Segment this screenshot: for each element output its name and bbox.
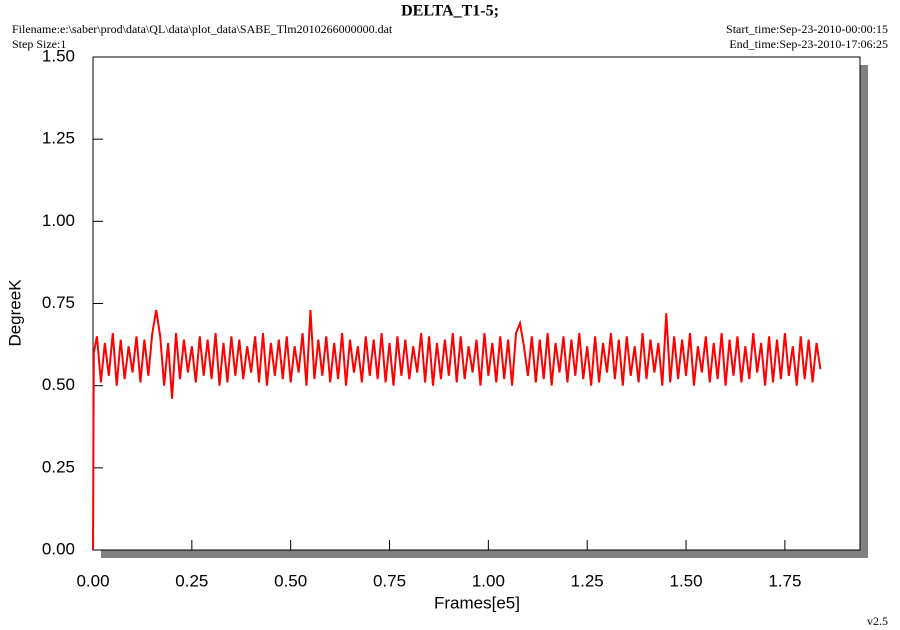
data-line bbox=[92, 309, 822, 551]
x-tick-label: 0.25 bbox=[175, 571, 208, 590]
start-time: Start_time:Sep-23-2010-00:00:15 bbox=[726, 22, 888, 36]
x-tick-label: 1.25 bbox=[571, 571, 604, 590]
x-tick-label: 1.75 bbox=[768, 571, 801, 590]
x-tick-label: 0.00 bbox=[76, 571, 109, 590]
x-tick-label: 1.50 bbox=[669, 571, 702, 590]
x-tick-label: 1.00 bbox=[472, 571, 505, 590]
x-tick-label: 0.50 bbox=[274, 571, 307, 590]
y-tick-label: 0.00 bbox=[42, 539, 75, 558]
y-tick-label: 0.25 bbox=[42, 457, 75, 476]
step-size: Step Size:1 bbox=[12, 37, 66, 51]
chart-title: DELTA_T1-5; bbox=[401, 3, 499, 20]
y-tick-label: 1.25 bbox=[42, 129, 75, 148]
end-time: End_time:Sep-23-2010-17:06:25 bbox=[729, 37, 888, 51]
filename: Filename:e:\saber\prod\data\QL\data\plot… bbox=[12, 22, 393, 36]
y-tick-label: 0.75 bbox=[42, 293, 75, 312]
y-tick-label: 1.50 bbox=[42, 46, 75, 65]
x-tick-label: 0.75 bbox=[373, 571, 406, 590]
version: v2.5 bbox=[867, 614, 888, 628]
y-tick-label: 0.50 bbox=[42, 375, 75, 394]
y-axis-label: DegreeK bbox=[5, 279, 24, 347]
y-tick-label: 1.00 bbox=[42, 211, 75, 230]
plot-frame bbox=[92, 56, 861, 551]
x-axis-label: Frames[e5] bbox=[434, 593, 520, 612]
